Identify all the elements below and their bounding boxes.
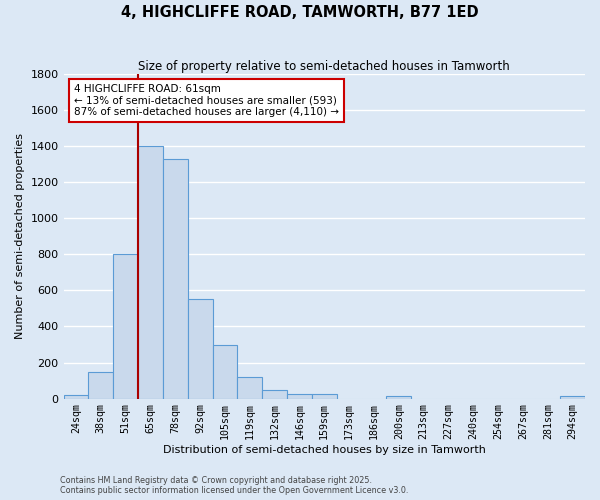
Bar: [88, 372, 113, 398]
Bar: [287, 394, 312, 398]
Bar: [138, 146, 163, 398]
Bar: [188, 300, 212, 398]
Bar: [560, 396, 585, 398]
Title: Size of property relative to semi-detached houses in Tamworth: Size of property relative to semi-detach…: [139, 60, 510, 73]
X-axis label: Distribution of semi-detached houses by size in Tamworth: Distribution of semi-detached houses by …: [163, 445, 486, 455]
Bar: [212, 344, 238, 399]
Bar: [238, 377, 262, 398]
Bar: [386, 396, 411, 398]
Bar: [163, 159, 188, 398]
Text: 4 HIGHCLIFFE ROAD: 61sqm
← 13% of semi-detached houses are smaller (593)
87% of : 4 HIGHCLIFFE ROAD: 61sqm ← 13% of semi-d…: [74, 84, 339, 117]
Bar: [262, 390, 287, 398]
Text: 4, HIGHCLIFFE ROAD, TAMWORTH, B77 1ED: 4, HIGHCLIFFE ROAD, TAMWORTH, B77 1ED: [121, 5, 479, 20]
Bar: [64, 395, 88, 398]
Bar: [312, 394, 337, 398]
Bar: [113, 254, 138, 398]
Y-axis label: Number of semi-detached properties: Number of semi-detached properties: [15, 134, 25, 340]
Text: Contains HM Land Registry data © Crown copyright and database right 2025.
Contai: Contains HM Land Registry data © Crown c…: [60, 476, 409, 495]
